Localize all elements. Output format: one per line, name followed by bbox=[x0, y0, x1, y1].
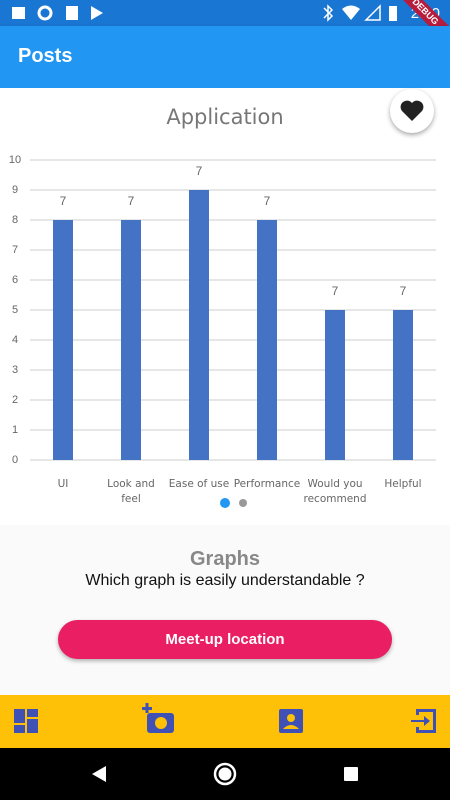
add-photo-icon[interactable] bbox=[142, 703, 174, 733]
y-tick-label: 9 bbox=[12, 184, 18, 196]
app-bar: Posts bbox=[0, 26, 450, 88]
bottom-nav bbox=[0, 695, 450, 748]
x-tick-label: Helpful bbox=[384, 478, 422, 490]
play-icon bbox=[91, 6, 103, 20]
x-tick-label: Performance bbox=[233, 478, 301, 490]
bar bbox=[121, 220, 141, 460]
circle-icon bbox=[37, 5, 53, 21]
status-icons: 2:40 DEBUG bbox=[12, 0, 450, 49]
y-tick-label: 1 bbox=[12, 424, 18, 436]
y-tick-label: 5 bbox=[12, 304, 18, 316]
bar bbox=[393, 310, 413, 460]
home-button[interactable] bbox=[213, 762, 237, 786]
y-tick-label: 0 bbox=[12, 454, 18, 466]
bar bbox=[53, 220, 73, 460]
app-title: Posts bbox=[18, 45, 73, 67]
bar bbox=[325, 310, 345, 460]
status-bar: 2:40 DEBUG bbox=[0, 0, 450, 49]
system-nav-icons bbox=[92, 762, 358, 786]
battery-icon bbox=[389, 6, 397, 21]
y-tick-label: 3 bbox=[12, 364, 18, 376]
bar-label: 7 bbox=[60, 194, 67, 208]
meetup-button[interactable]: Meet-up location bbox=[58, 620, 392, 659]
back-button[interactable] bbox=[92, 766, 106, 782]
recents-button[interactable] bbox=[344, 767, 358, 781]
y-tick-label: 8 bbox=[12, 214, 18, 226]
wifi-icon bbox=[342, 5, 360, 20]
y-tick-label: 6 bbox=[12, 274, 18, 286]
chart-image: Application 0 1 2 3 4 5 6 7 8 9 10 7 7 7 7 7 7 UI Look an… bbox=[0, 88, 450, 525]
y-tick-label: 10 bbox=[9, 154, 21, 166]
image-icon bbox=[12, 7, 25, 19]
page-dot bbox=[239, 499, 247, 507]
profile-icon[interactable] bbox=[279, 709, 303, 733]
file-icon bbox=[66, 6, 78, 20]
favorite-button[interactable] bbox=[390, 89, 434, 133]
bar bbox=[257, 220, 277, 460]
y-tick-label: 4 bbox=[12, 334, 18, 346]
bar-label: 7 bbox=[196, 164, 203, 178]
y-tick-label: 7 bbox=[12, 244, 18, 256]
bar-label: 7 bbox=[332, 284, 339, 298]
post-title: Graphs bbox=[189, 548, 261, 570]
y-tick-label: 2 bbox=[12, 394, 18, 406]
chart-title: Application bbox=[166, 105, 283, 129]
x-tick-label: UI bbox=[57, 478, 69, 490]
bar-label: 7 bbox=[128, 194, 135, 208]
x-tick-label: Ease of use bbox=[168, 478, 230, 490]
bar bbox=[189, 190, 209, 460]
system-nav bbox=[0, 748, 450, 800]
chart: Application 0 1 2 3 4 5 6 7 8 9 10 7 7 7 7 7 7 bbox=[9, 105, 436, 508]
heart-icon bbox=[400, 100, 424, 121]
page-dot-active bbox=[220, 498, 230, 508]
bar-label: 7 bbox=[264, 194, 271, 208]
post-question: Which graph is easily understandable ? bbox=[85, 572, 365, 589]
x-tick-label: Look and feel bbox=[107, 478, 155, 505]
dashboard-icon[interactable] bbox=[14, 709, 38, 733]
logout-icon[interactable] bbox=[411, 709, 436, 733]
bluetooth-icon bbox=[323, 4, 334, 22]
nav-icons bbox=[14, 703, 436, 733]
signal-icon bbox=[364, 4, 381, 21]
bar-label: 7 bbox=[400, 284, 407, 298]
x-tick-label: Would you recommend bbox=[303, 478, 367, 505]
